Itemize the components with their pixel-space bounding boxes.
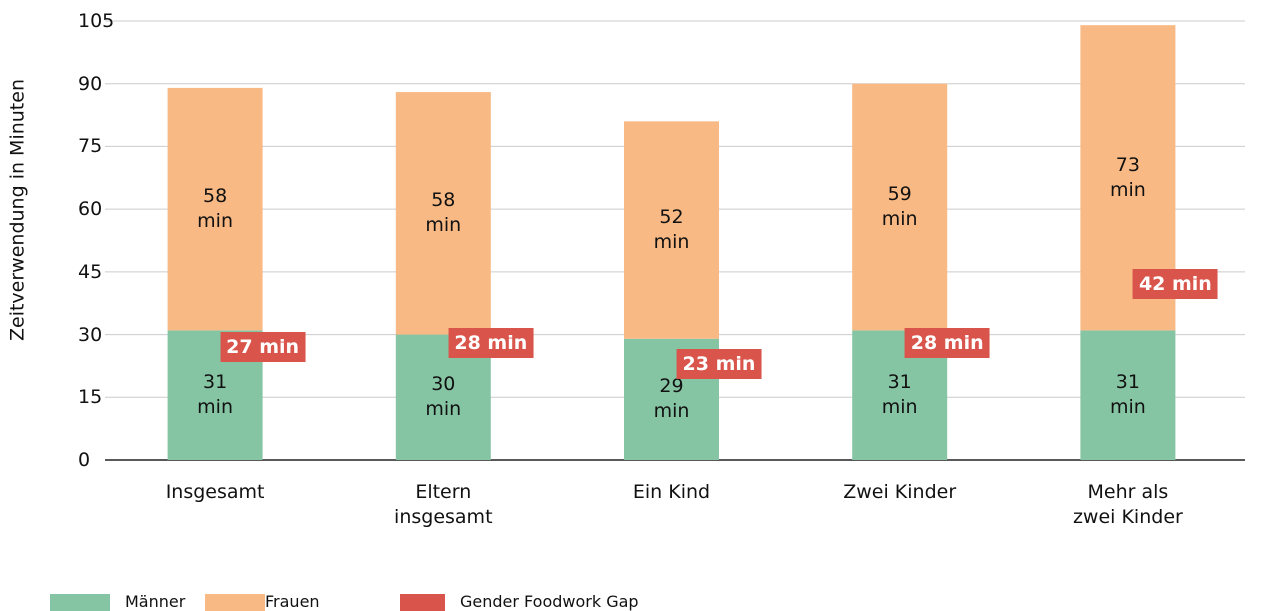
x-tick-label: Zwei Kinder [843,481,957,503]
y-tick-label: 15 [78,386,103,409]
y-tick-label: 45 [78,260,103,283]
y-tick-label: 90 [78,72,103,95]
x-tick-label: Insgesamt [165,481,265,503]
y-axis-label: Zeitverwendung in Minuten [6,79,29,341]
data-label: 52 min [653,206,690,254]
y-tick-label: 0 [78,449,91,471]
x-tick-label: Mehr als zwei Kinder [1072,481,1183,528]
gap-label: 27 min [220,332,306,363]
gap-label: 28 min [904,327,990,358]
data-label: 31 min [197,371,234,419]
gap-label: 23 min [676,348,762,379]
bar-segment [167,87,263,331]
data-label: 59 min [881,183,918,231]
legend-swatch [400,594,445,611]
bar-segment [852,83,948,331]
data-label: 58 min [425,189,462,237]
bar-segment [624,121,719,339]
data-label: 58 min [197,185,234,233]
gap-label: 42 min [1132,269,1218,300]
legend-swatch [205,594,265,611]
bar-segment [1080,330,1176,460]
bar-segment [395,92,491,335]
x-tick-label: Ein Kind [632,481,711,503]
data-label: 29 min [653,375,690,423]
legend-swatch [50,594,110,611]
y-tick-label: 60 [78,198,103,221]
legend-label: Frauen [265,592,320,611]
y-tick-label: 75 [78,135,103,158]
data-label: 31 min [881,371,918,419]
data-label: 31 min [1109,371,1146,419]
gap-label: 28 min [448,327,534,358]
data-label: 30 min [425,373,462,421]
y-tick-label: 105 [78,10,115,32]
legend-label: Gender Foodwork Gap [460,592,639,611]
y-tick-label: 30 [78,323,103,346]
data-label: 73 min [1109,153,1146,201]
legend-label: Männer [125,592,186,611]
x-tick-label: Eltern insgesamt [394,481,493,528]
